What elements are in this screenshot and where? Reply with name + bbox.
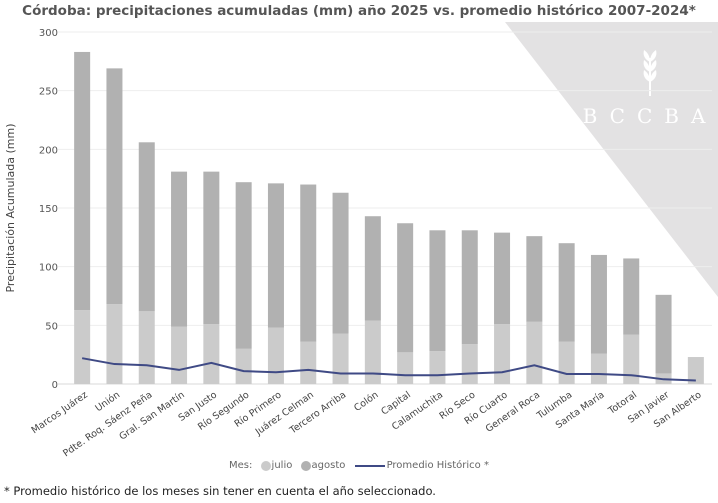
line-promedio-historico [81, 357, 696, 382]
bar-julio [106, 304, 123, 384]
bar-julio [526, 321, 543, 384]
y-tick-label: 250 [39, 87, 58, 98]
bar-julio [397, 352, 414, 384]
bar-julio [590, 353, 607, 384]
wheat-icon [643, 50, 657, 96]
bar-agosto [203, 171, 220, 325]
bar-agosto [397, 223, 414, 353]
bar-agosto [74, 51, 91, 311]
bar-agosto [106, 68, 123, 305]
bar-julio [235, 348, 252, 384]
bar-julio [558, 341, 575, 384]
legend-julio-swatch [260, 460, 271, 471]
bar-agosto [267, 183, 284, 328]
x-tick-label: Marcos Juárez [30, 389, 90, 436]
y-tick-label: 200 [39, 145, 58, 156]
bar-agosto [171, 171, 188, 327]
bar-agosto [558, 243, 575, 342]
bar-julio [494, 324, 511, 384]
y-tick-label: 100 [39, 263, 58, 274]
footnote: * Promedio histórico de los meses sin te… [4, 484, 436, 498]
bar-julio [364, 320, 381, 384]
y-axis-label: Precipitación Acumulada (mm) [4, 123, 17, 292]
bar-agosto [655, 294, 672, 374]
bar-julio [267, 327, 284, 384]
bar-julio [623, 334, 640, 384]
bar-agosto [364, 216, 381, 321]
y-tick-label: 150 [39, 204, 58, 215]
bar-agosto [494, 232, 511, 325]
legend-julio[interactable]: julio [271, 460, 293, 471]
bar-julio [171, 326, 188, 384]
bar-julio [203, 324, 220, 384]
legend-promedio-swatch [354, 464, 385, 467]
bar-julio [687, 357, 704, 384]
bar-agosto [590, 254, 607, 354]
bar-agosto [526, 236, 543, 322]
y-tick-label: 50 [45, 321, 58, 332]
bar-agosto [332, 192, 349, 334]
bar-julio [138, 311, 155, 384]
bar-agosto [138, 142, 155, 312]
bar-agosto [461, 230, 478, 345]
bar-julio [461, 344, 478, 384]
bar-julio [332, 333, 349, 384]
bar-agosto [235, 182, 252, 349]
bar-agosto [623, 258, 640, 335]
legend-agosto[interactable]: agosto [311, 460, 346, 471]
x-tick-label: Colón [352, 389, 380, 413]
legend: Mes: julio agosto Promedio Histórico * [0, 460, 718, 472]
legend-agosto-swatch [300, 460, 311, 471]
y-tick-label: 0 [52, 380, 58, 391]
y-tick-label: 300 [39, 28, 58, 39]
bar-agosto [429, 230, 446, 352]
watermark-text: BCCBA [583, 104, 718, 128]
bar-julio [74, 310, 91, 384]
bar-agosto [300, 184, 317, 342]
legend-promedio[interactable]: Promedio Histórico * [386, 460, 489, 471]
legend-title: Mes: [229, 460, 253, 471]
bar-julio [429, 351, 446, 384]
bar-julio [300, 341, 317, 384]
x-tick-label: Tercero Arriba [287, 389, 348, 436]
chart-title: Córdoba: precipitaciones acumuladas (mm)… [22, 3, 696, 19]
